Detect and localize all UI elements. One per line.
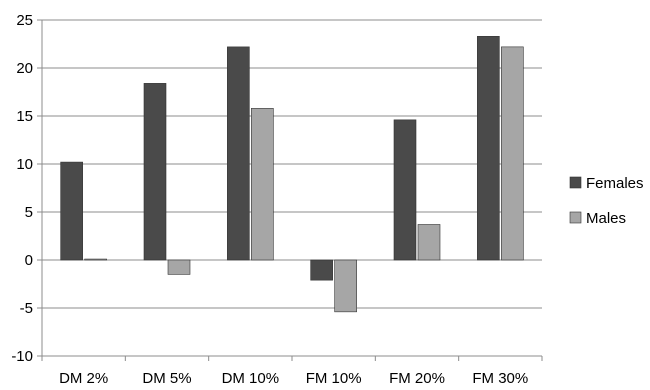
legend-label-females: Females [586,175,644,192]
legend-swatch-males [569,211,582,224]
y-tick-label: 15 [16,108,33,125]
x-tick-label: FM 10% [306,370,362,387]
gridlines [42,19,542,357]
y-tick-label: 10 [16,156,33,173]
bar-males-0 [84,258,107,261]
y-tick-label: 0 [25,252,33,269]
bar-females-1 [143,83,167,261]
bar-males-2 [251,108,274,261]
x-tick-label: DM 2% [59,370,108,387]
y-tick-label: -10 [11,348,33,365]
bar-females-0 [60,161,83,261]
bar-females-5 [477,36,500,261]
x-tick-label: FM 20% [389,370,445,387]
y-tick-label: 5 [25,204,33,221]
y-tick-label: -5 [20,300,33,317]
bars [60,36,524,313]
bar-females-4 [393,119,417,261]
bar-males-4 [417,224,441,261]
y-tick-label: 25 [16,12,33,29]
bar-males-3 [334,259,357,313]
x-tick-label: DM 10% [222,370,280,387]
legend-swatch-females [569,176,582,189]
x-tick-label: DM 5% [142,370,191,387]
legend: Females Males [569,175,644,227]
bar-males-5 [501,46,524,261]
bar-males-1 [167,259,191,275]
bar-females-2 [227,46,250,261]
y-tick-label: 20 [16,60,33,77]
x-tick-label: FM 30% [472,370,528,387]
x-axis: DM 2% DM 5% DM 10% FM 10% FM 20% FM 30% [41,355,543,387]
bar-females-3 [310,259,333,281]
legend-label-males: Males [586,210,626,227]
y-axis: -10 -5 0 5 10 15 20 25 [11,12,43,365]
